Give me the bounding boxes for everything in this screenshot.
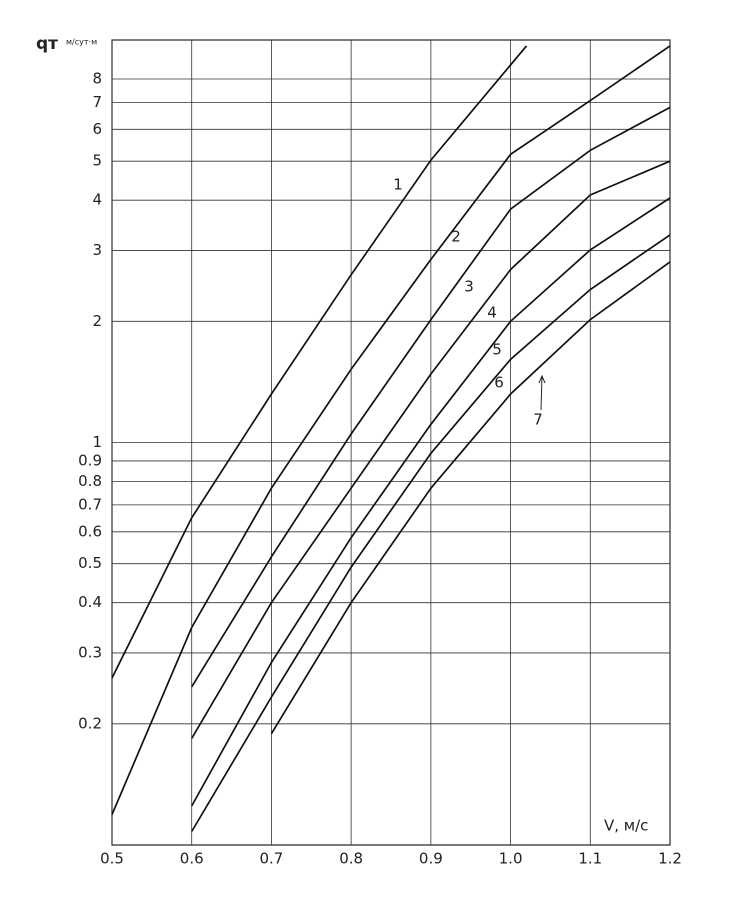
x-axis-label: V, м/с <box>604 817 648 835</box>
curve <box>270 261 671 735</box>
curve <box>190 197 671 807</box>
curve <box>190 160 671 739</box>
label-arrow <box>538 374 546 411</box>
x-tick-label: 0.8 <box>339 850 363 868</box>
y-axis-unit: м/сут·м <box>66 38 97 47</box>
y-tick-label: 0.2 <box>78 714 102 732</box>
y-tick-label: 0.4 <box>78 593 102 611</box>
y-axis-label: qт <box>36 34 58 54</box>
x-tick-label: 1.1 <box>578 850 602 868</box>
curve-label: 2 <box>451 228 461 246</box>
y-tick-label: 0.5 <box>78 554 102 572</box>
y-tick-label: 8 <box>92 70 102 88</box>
x-tick-label: 0.7 <box>259 850 283 868</box>
y-tick-label: 4 <box>92 191 102 209</box>
x-tick-label: 1.2 <box>658 850 682 868</box>
x-tick-label: 0.6 <box>180 850 204 868</box>
y-tick-label: 0.8 <box>78 472 102 490</box>
y-tick-label: 0.9 <box>78 451 102 469</box>
y-tick-label: 1 <box>92 433 102 451</box>
y-tick-label: 0.3 <box>78 643 102 661</box>
y-tick-label: 5 <box>92 152 102 170</box>
curve-label: 5 <box>492 341 502 359</box>
x-tick-label: 0.9 <box>419 850 443 868</box>
curve <box>190 234 671 832</box>
x-tick-label: 1.0 <box>499 850 523 868</box>
curve-label: 3 <box>464 278 474 296</box>
curve-label: 4 <box>487 304 497 322</box>
y-tick-label: 6 <box>92 120 102 138</box>
y-tick-label: 0.7 <box>78 495 102 513</box>
curve <box>111 45 528 679</box>
y-tick-label: 7 <box>92 93 102 111</box>
curve-label: 7 <box>533 411 543 429</box>
curve <box>190 106 671 688</box>
curve-label: 6 <box>494 374 504 392</box>
y-tick-label: 0.6 <box>78 522 102 540</box>
y-tick-label: 2 <box>92 312 102 330</box>
x-tick-label: 0.5 <box>100 850 124 868</box>
curve <box>111 45 671 815</box>
curve-label: 1 <box>393 176 403 194</box>
y-tick-label: 3 <box>92 241 102 259</box>
